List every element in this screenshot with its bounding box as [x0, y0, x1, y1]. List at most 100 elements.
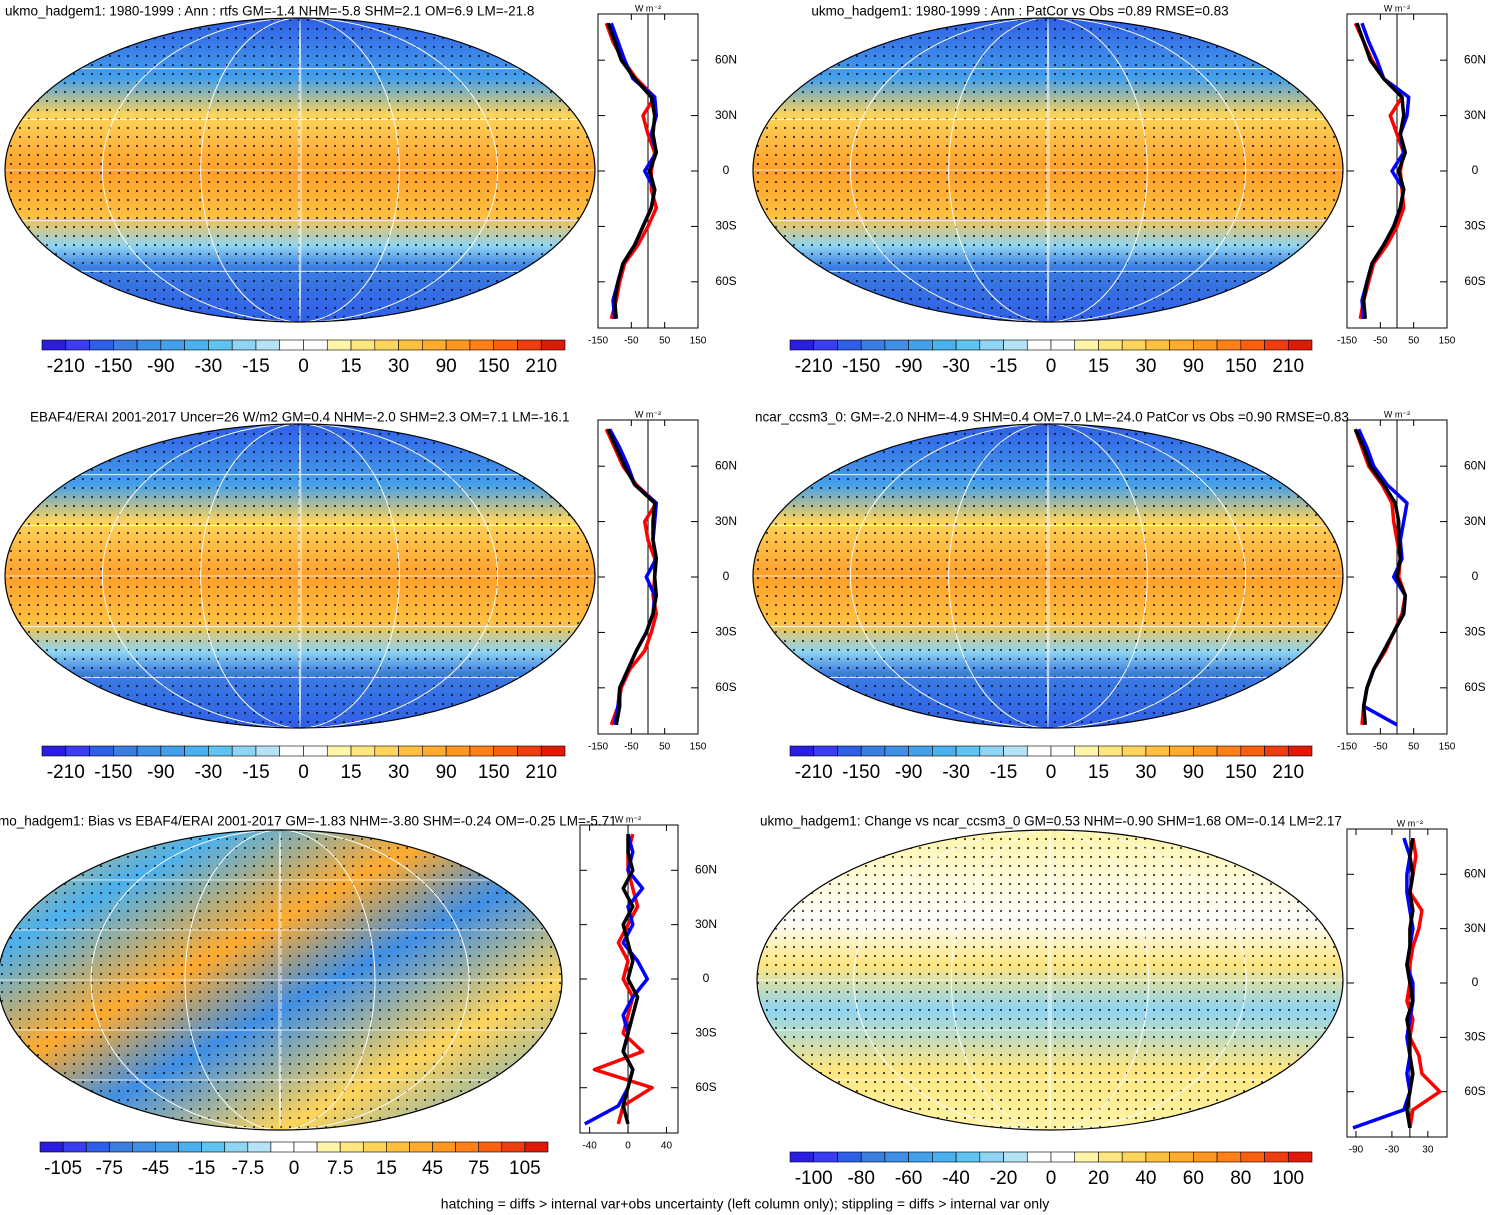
colorbar-box: [837, 339, 862, 351]
colorbar-box: [1264, 745, 1289, 757]
colorbar-label: 0: [1046, 356, 1057, 377]
graticule: [184, 830, 376, 1130]
colorbar-box: [339, 1141, 364, 1153]
colorbar-box: [932, 1151, 957, 1163]
x-axis-label: W m⁻²: [615, 814, 641, 824]
colorbar-box: [445, 339, 471, 351]
y-tick-label: 30S: [715, 219, 736, 233]
colorbar-box: [493, 339, 518, 351]
panel-title: ukmo_hadgem1: 1980-1999 : Ann : PatCor v…: [811, 4, 1228, 19]
y-tick-label: 0: [1472, 163, 1479, 177]
colorbar-label: 30: [388, 762, 409, 783]
colorbar-box: [326, 745, 352, 757]
colorbar-box: [955, 1151, 981, 1163]
colorbar-label: -90: [147, 762, 174, 783]
x-tick-label: -90: [1349, 1145, 1364, 1156]
colorbar-box: [1121, 339, 1147, 351]
colorbar-box: [517, 339, 542, 351]
colorbar-box: [1145, 1151, 1170, 1163]
colorbar-label: 30: [388, 356, 409, 377]
map-border: [752, 423, 1344, 729]
colorbar-box: [1145, 339, 1170, 351]
colorbar-label: -100: [795, 1168, 833, 1189]
colorbar-label: -75: [96, 1158, 123, 1179]
colorbar-label: -20: [990, 1168, 1017, 1189]
colorbar-box: [39, 1141, 64, 1153]
colorbar-label: -15: [990, 762, 1017, 783]
y-tick-label: 60S: [715, 680, 736, 694]
profile-line: [1405, 837, 1415, 1129]
y-tick-label: 30N: [1464, 921, 1486, 935]
map-border: [752, 17, 1344, 323]
colorbar-box: [1216, 1151, 1242, 1163]
y-tick-label: 30N: [695, 917, 717, 931]
colorbar-box: [1264, 339, 1289, 351]
colorbar-label: 105: [509, 1158, 541, 1179]
colorbar-label: -210: [47, 762, 85, 783]
colorbar-box: [1264, 1151, 1289, 1163]
y-tick-label: 30S: [715, 625, 736, 639]
colorbar-box: [293, 1141, 318, 1153]
colorbar-box: [184, 339, 209, 351]
colorbar-box: [932, 339, 957, 351]
colorbar-box: [1240, 1151, 1265, 1163]
graticule: [200, 18, 400, 322]
map-border: [756, 829, 1344, 1131]
colorbar-label: -80: [847, 1168, 874, 1189]
graticule: [948, 18, 1148, 322]
profile-line: [608, 428, 659, 726]
map: [753, 424, 1343, 728]
colorbar-box: [813, 339, 838, 351]
x-axis-label: W m⁻²: [635, 409, 661, 419]
colorbar-box: [65, 339, 90, 351]
x-tick-label: -50: [1373, 336, 1388, 347]
y-tick-label: 0: [723, 569, 730, 583]
colorbar-box: [1098, 339, 1123, 351]
colorbar-box: [860, 1151, 886, 1163]
colorbar-box: [789, 1151, 815, 1163]
x-tick-label: -50: [624, 742, 639, 753]
colorbar-label: 90: [436, 356, 457, 377]
colorbar-box: [445, 745, 471, 757]
profile-frame: [1346, 828, 1448, 1138]
x-tick-label: 50: [659, 336, 671, 347]
colorbar-box: [224, 1141, 249, 1153]
y-tick-label: 30N: [1464, 108, 1486, 122]
map-border: [4, 423, 596, 729]
x-axis-label: W m⁻²: [1384, 409, 1410, 419]
colorbar-box: [469, 745, 494, 757]
map: [757, 830, 1343, 1130]
colorbar-box: [1026, 339, 1052, 351]
colorbar-box: [62, 1141, 87, 1153]
colorbar-box: [316, 1141, 341, 1153]
profile-line: [583, 833, 650, 1126]
colorbar-label: -30: [195, 762, 222, 783]
colorbar-label: -30: [942, 356, 969, 377]
colorbar-box: [1169, 339, 1194, 351]
colorbar-label: -150: [94, 356, 132, 377]
map: [5, 18, 595, 322]
colorbar-box: [41, 339, 67, 351]
colorbar-label: -15: [990, 356, 1017, 377]
colorbar-label: 100: [1272, 1168, 1304, 1189]
x-tick-label: -50: [1373, 742, 1388, 753]
y-tick-label: 0: [723, 163, 730, 177]
x-tick-label: -50: [624, 336, 639, 347]
colorbar-box: [362, 1141, 387, 1153]
colorbar-box: [1169, 1151, 1194, 1163]
panel-title: ukmo_hadgem1: 1980-1999 : Ann : rtfs GM=…: [5, 4, 534, 19]
x-tick-label: 50: [1408, 336, 1420, 347]
panel-title: EBAF4/ERAI 2001-2017 Uncer=26 W/m2 GM=0.…: [30, 410, 570, 425]
colorbar-box: [908, 1151, 933, 1163]
colorbar-label: -40: [942, 1168, 969, 1189]
x-tick-label: 50: [1408, 742, 1420, 753]
x-tick-label: -150: [1337, 336, 1357, 347]
colorbar-box: [422, 339, 447, 351]
colorbar-box: [1240, 339, 1265, 351]
y-tick-label: 30S: [1464, 625, 1485, 639]
colorbar-box: [350, 339, 376, 351]
colorbar-label: -15: [242, 356, 269, 377]
x-axis-label: W m⁻²: [1397, 818, 1423, 828]
graticule: [101, 424, 499, 728]
colorbar-box: [813, 745, 838, 757]
